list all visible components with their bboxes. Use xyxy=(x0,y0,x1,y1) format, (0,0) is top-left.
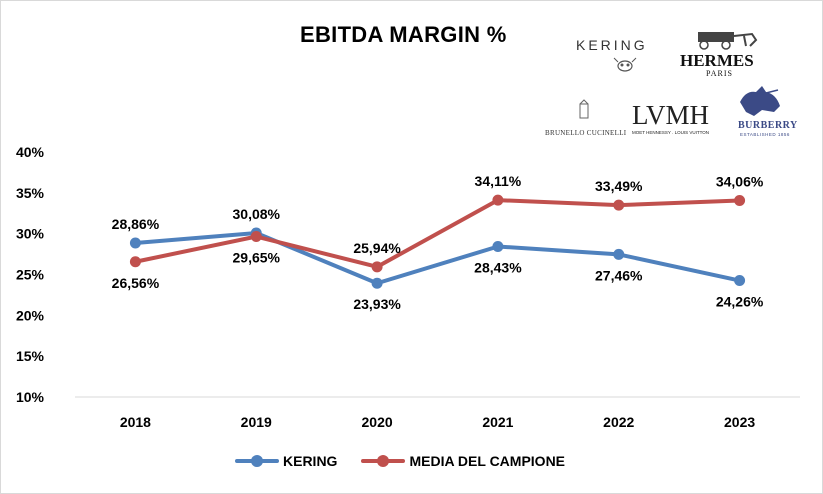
legend-swatch-media xyxy=(361,455,406,467)
y-tick-label: 20% xyxy=(16,307,45,323)
x-tick-label: 2022 xyxy=(603,414,634,430)
y-tick-label: 40% xyxy=(16,144,45,160)
data-label: 33,49% xyxy=(595,178,643,194)
lvmh-subtitle: MOET HENNESSY . LOUIS VUITTON xyxy=(632,130,709,135)
chart-title: EBITDA MARGIN % xyxy=(300,22,507,47)
y-tick-label: 10% xyxy=(16,389,45,405)
data-label: 28,86% xyxy=(112,216,160,232)
data-label: 29,65% xyxy=(233,250,281,266)
data-label: 28,43% xyxy=(474,259,522,275)
cucinelli-logo: BRUNELLO CUCINELLI xyxy=(545,129,627,137)
y-tick-label: 25% xyxy=(16,267,45,283)
hermes-carriage-icon xyxy=(698,32,758,50)
data-point xyxy=(250,231,262,243)
x-tick-label: 2019 xyxy=(241,414,272,430)
hermes-subtitle: PARIS xyxy=(706,69,733,78)
data-point xyxy=(492,240,504,252)
x-axis: 2018 2019 2020 2021 2022 2023 xyxy=(75,396,800,430)
legend-label-kering: KERING xyxy=(283,453,338,469)
brand-logos: KERING HERMES PARIS BRUNELLO CUCINELLI L… xyxy=(545,32,798,137)
legend-item-media: MEDIA DEL CAMPIONE xyxy=(361,453,565,469)
data-point xyxy=(129,237,141,249)
burberry-subtitle: ESTABLISHED 1856 xyxy=(740,132,790,137)
data-point xyxy=(734,275,746,287)
kering-logo: KERING xyxy=(576,37,648,53)
lvmh-logo: LVMH xyxy=(632,100,709,130)
series-line-0 xyxy=(133,231,742,286)
legend-swatch-kering xyxy=(235,455,279,467)
data-point xyxy=(371,277,383,289)
data-label: 27,46% xyxy=(595,267,643,283)
data-labels: 28,86% 26,56% 30,08% 29,65% 25,94% 23,93% 34,1… xyxy=(112,173,764,312)
y-tick-label: 35% xyxy=(16,185,45,201)
x-tick-label: 2023 xyxy=(724,414,755,430)
y-tick-label: 15% xyxy=(16,348,45,364)
data-label: 24,26% xyxy=(716,294,764,310)
burberry-logo: BURBERRY xyxy=(738,120,798,131)
burberry-knight-icon xyxy=(740,86,780,116)
legend-item-kering: KERING xyxy=(235,453,337,469)
cucinelli-crest-icon xyxy=(579,99,589,119)
data-label: 26,56% xyxy=(112,275,160,291)
legend-label-media: MEDIA DEL CAMPIONE xyxy=(409,453,566,469)
series-layer xyxy=(129,194,746,289)
data-label: 30,08% xyxy=(233,206,281,222)
data-point xyxy=(492,194,504,206)
kering-owl-icon xyxy=(613,57,637,72)
y-tick-label: 30% xyxy=(16,226,45,242)
data-point xyxy=(613,248,625,260)
legend: KERING MEDIA DEL CAMPIONE xyxy=(235,453,565,469)
data-point xyxy=(371,261,383,273)
series-line-1 xyxy=(133,198,742,269)
data-label: 25,94% xyxy=(353,240,401,256)
x-tick-label: 2020 xyxy=(362,414,393,430)
data-label: 23,93% xyxy=(353,296,401,312)
x-tick-label: 2021 xyxy=(482,414,513,430)
data-point xyxy=(129,256,141,268)
hermes-logo: HERMES xyxy=(680,51,754,70)
data-point xyxy=(613,199,625,211)
data-label: 34,11% xyxy=(475,173,522,189)
data-point xyxy=(734,195,746,207)
data-label: 34,06% xyxy=(716,174,764,190)
y-axis: 10% 15% 20% 25% 30% 35% 40% xyxy=(16,144,45,405)
x-tick-label: 2018 xyxy=(120,414,151,430)
